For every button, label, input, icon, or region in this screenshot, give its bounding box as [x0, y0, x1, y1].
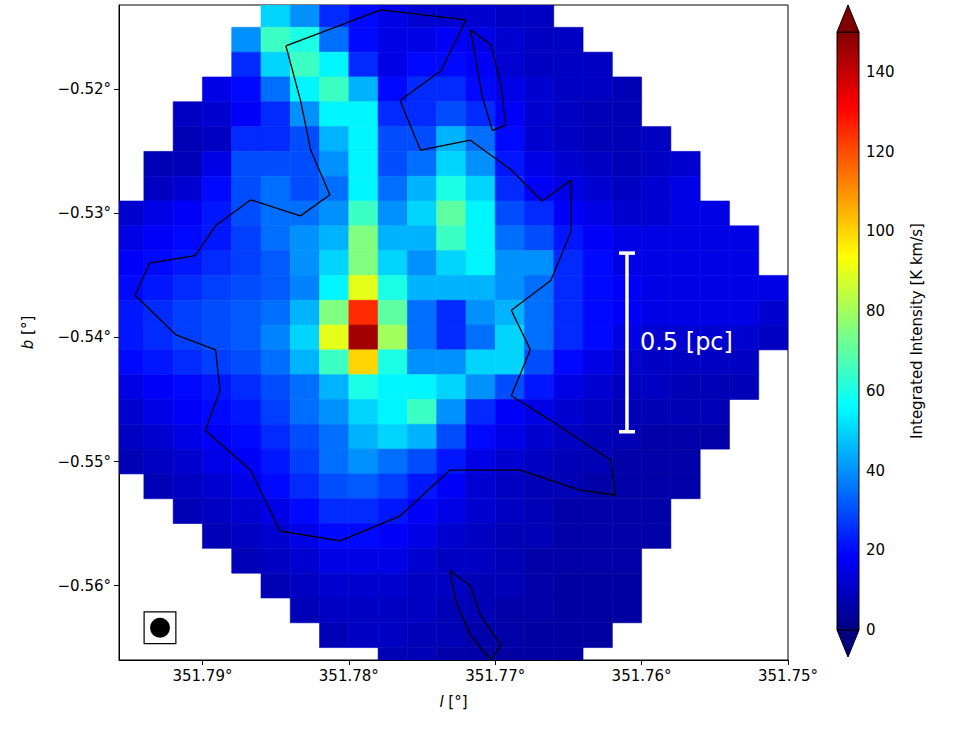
svg-text:[°]: [°] — [444, 693, 468, 711]
svg-text:0: 0 — [866, 621, 876, 639]
svg-text:351.76°: 351.76° — [612, 667, 672, 685]
svg-text:−0.52°: −0.52° — [58, 80, 111, 98]
svg-text:351.79°: 351.79° — [172, 667, 232, 685]
svg-text:−0.55°: −0.55° — [58, 453, 111, 471]
svg-text:40: 40 — [866, 462, 885, 480]
svg-text:−0.54°: −0.54° — [58, 328, 111, 346]
svg-text:100: 100 — [866, 222, 895, 240]
svg-text:140: 140 — [866, 63, 895, 81]
svg-text:−0.56°: −0.56° — [58, 577, 111, 595]
svg-text:−0.53°: −0.53° — [58, 204, 111, 222]
svg-text:351.77°: 351.77° — [465, 667, 525, 685]
svg-text:0.5 [pc]: 0.5 [pc] — [640, 328, 733, 356]
svg-text:20: 20 — [866, 541, 885, 559]
svg-text:351.78°: 351.78° — [319, 667, 379, 685]
svg-text:l: l — [439, 692, 444, 711]
svg-text:60: 60 — [866, 382, 885, 400]
svg-text:80: 80 — [866, 302, 885, 320]
svg-text:[°]: [°] — [19, 316, 37, 340]
svg-text:Integrated Intensity [K km/s]: Integrated Intensity [K km/s] — [908, 223, 926, 439]
svg-text:351.75°: 351.75° — [758, 667, 818, 685]
svg-text:120: 120 — [866, 143, 895, 161]
svg-text:b: b — [19, 340, 37, 350]
